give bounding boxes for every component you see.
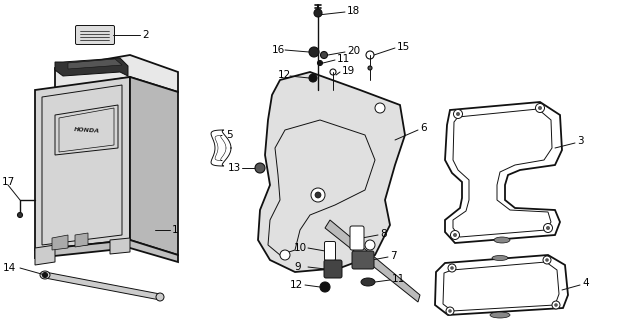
FancyBboxPatch shape [352, 251, 374, 269]
Ellipse shape [494, 237, 510, 243]
Circle shape [453, 233, 457, 237]
Circle shape [446, 307, 454, 315]
Text: 19: 19 [342, 66, 356, 76]
Circle shape [450, 266, 454, 270]
Circle shape [320, 52, 327, 59]
Circle shape [448, 309, 452, 313]
Circle shape [309, 47, 319, 57]
Circle shape [365, 240, 375, 250]
Circle shape [368, 66, 372, 70]
Text: 9: 9 [294, 262, 300, 272]
Circle shape [451, 230, 460, 239]
Polygon shape [35, 245, 55, 265]
Circle shape [18, 212, 23, 218]
Circle shape [554, 303, 558, 307]
Circle shape [311, 188, 325, 202]
Circle shape [315, 192, 321, 198]
Polygon shape [110, 238, 130, 254]
Circle shape [255, 163, 265, 173]
Text: 6: 6 [420, 123, 426, 133]
Ellipse shape [40, 271, 50, 279]
Circle shape [456, 112, 460, 116]
Text: 16: 16 [272, 45, 285, 55]
Polygon shape [55, 55, 178, 92]
Circle shape [544, 223, 552, 233]
Circle shape [546, 226, 550, 230]
Text: 20: 20 [347, 46, 360, 56]
Polygon shape [325, 220, 420, 302]
Text: 18: 18 [347, 6, 361, 16]
Circle shape [552, 301, 560, 309]
Text: 5: 5 [226, 130, 233, 140]
Polygon shape [68, 59, 122, 69]
Circle shape [375, 103, 385, 113]
Circle shape [453, 109, 463, 118]
Polygon shape [35, 240, 178, 262]
Text: 3: 3 [577, 136, 584, 146]
Text: 11: 11 [337, 54, 350, 64]
FancyBboxPatch shape [325, 242, 335, 260]
Circle shape [314, 9, 322, 17]
Text: 1: 1 [172, 225, 179, 235]
Circle shape [535, 103, 544, 113]
Ellipse shape [490, 312, 510, 318]
Ellipse shape [361, 278, 375, 286]
Polygon shape [130, 77, 178, 255]
Circle shape [538, 106, 542, 110]
Text: 4: 4 [582, 278, 589, 288]
Text: 8: 8 [380, 229, 387, 239]
Polygon shape [55, 58, 128, 76]
Circle shape [448, 264, 456, 272]
Circle shape [320, 282, 330, 292]
Polygon shape [258, 72, 405, 272]
FancyBboxPatch shape [350, 226, 364, 250]
Text: 17: 17 [2, 177, 15, 187]
Polygon shape [52, 235, 68, 250]
Circle shape [309, 74, 317, 82]
Circle shape [317, 60, 322, 66]
Text: 2: 2 [142, 30, 149, 40]
Circle shape [545, 258, 549, 262]
Text: 14: 14 [3, 263, 16, 273]
Circle shape [543, 256, 551, 264]
Text: HONDA: HONDA [74, 127, 100, 133]
Polygon shape [75, 233, 88, 247]
Text: 15: 15 [397, 42, 410, 52]
Text: 12: 12 [290, 280, 303, 290]
Text: 11: 11 [392, 274, 405, 284]
FancyBboxPatch shape [324, 260, 342, 278]
Text: 12: 12 [278, 70, 292, 80]
Text: 10: 10 [294, 243, 307, 253]
Polygon shape [35, 77, 130, 250]
Ellipse shape [156, 293, 164, 301]
Ellipse shape [492, 255, 508, 260]
Text: 13: 13 [228, 163, 241, 173]
Circle shape [280, 250, 290, 260]
Text: 7: 7 [390, 251, 397, 261]
Circle shape [43, 273, 48, 277]
FancyBboxPatch shape [75, 26, 115, 44]
Polygon shape [45, 272, 160, 300]
